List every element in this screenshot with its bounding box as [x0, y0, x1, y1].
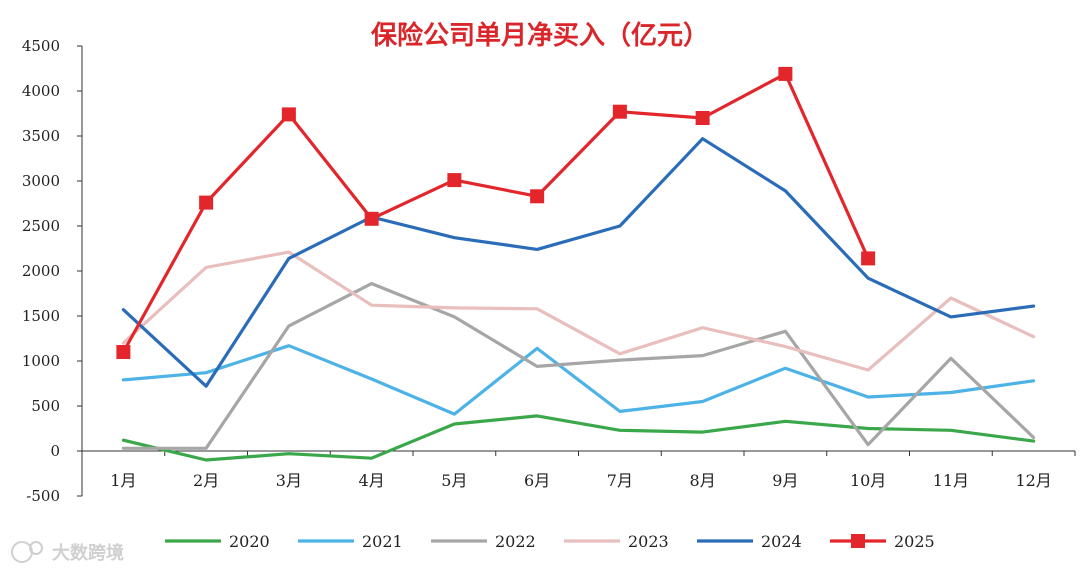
legend-label: 2024	[761, 532, 802, 551]
y-tick-label: 4500	[22, 37, 60, 55]
x-tick-label: 12月	[1015, 471, 1051, 490]
x-tick-label: 7月	[607, 471, 633, 490]
x-tick-label: 6月	[524, 471, 550, 490]
y-tick-label: 0	[50, 442, 60, 460]
x-tick-label: 2月	[193, 471, 219, 490]
data-point-2025	[116, 345, 131, 359]
series-2022	[121, 282, 1036, 450]
legend-item-2023: 2023	[564, 532, 669, 551]
x-tick-label: 11月	[933, 471, 969, 490]
data-point-2025	[530, 189, 545, 204]
x-tick-label: 9月	[772, 471, 798, 490]
data-point-2025	[281, 107, 296, 122]
legend-label: 2022	[495, 532, 536, 551]
x-tick-label: 10月	[850, 471, 886, 490]
x-tick-label: 1月	[110, 471, 136, 490]
x-tick-label: 5月	[441, 471, 467, 490]
legend-item-2021: 2021	[298, 532, 403, 551]
data-point-2025	[861, 251, 876, 266]
watermark-logo-dot-icon	[29, 541, 43, 555]
series-layer	[116, 66, 1036, 462]
chart-title: 保险公司单月净买入（亿元）	[370, 20, 709, 51]
legend-item-2024: 2024	[697, 532, 802, 551]
legend: 2020 2021 2022 2023 2024 2025	[165, 532, 935, 551]
y-tick-label: 3500	[22, 127, 60, 145]
y-tick-label: 2000	[22, 262, 60, 280]
data-point-2025	[778, 66, 793, 81]
axes: -500 0 500 1000 1500 2000 2500 3000 3500 4000 4500…	[22, 37, 1076, 505]
series-2023	[121, 250, 1036, 372]
watermark-logo-icon	[11, 541, 33, 563]
data-point-2025	[695, 111, 710, 125]
legend-label: 2020	[229, 532, 270, 551]
y-tick-label: 500	[31, 397, 60, 415]
y-tick-label: 2500	[22, 217, 60, 235]
x-tick-label: 3月	[276, 471, 302, 490]
legend-label: 2025	[894, 532, 935, 551]
y-tick-label: 1000	[22, 352, 60, 370]
series-line-2025	[121, 72, 870, 354]
watermark: 大数跨境	[11, 541, 124, 564]
y-tick-label: 3000	[22, 172, 60, 190]
data-point-2025	[199, 195, 214, 210]
series-line-2022	[121, 282, 1036, 450]
watermark-text: 大数跨境	[52, 542, 124, 564]
series-line-2021	[121, 344, 1036, 416]
series-2021	[121, 344, 1036, 416]
legend-label: 2023	[628, 532, 669, 551]
data-point-2025	[447, 173, 462, 188]
y-tick-label: 1500	[22, 307, 60, 325]
data-point-2025	[364, 211, 379, 226]
series-2024	[121, 137, 1036, 388]
y-tick-label: -500	[26, 487, 60, 505]
legend-item-2022: 2022	[431, 532, 536, 551]
series-2025	[116, 66, 876, 359]
data-point-2025	[612, 104, 627, 119]
x-tick-label: 4月	[359, 471, 385, 490]
legend-item-2020: 2020	[165, 532, 270, 551]
legend-label: 2021	[362, 532, 403, 551]
legend-item-2025: 2025	[830, 532, 935, 551]
legend-marker	[851, 534, 865, 548]
series-line-2023	[121, 250, 1036, 372]
x-tick-label: 8月	[690, 471, 716, 490]
y-tick-label: 4000	[22, 82, 60, 100]
series-line-2024	[121, 137, 1036, 388]
